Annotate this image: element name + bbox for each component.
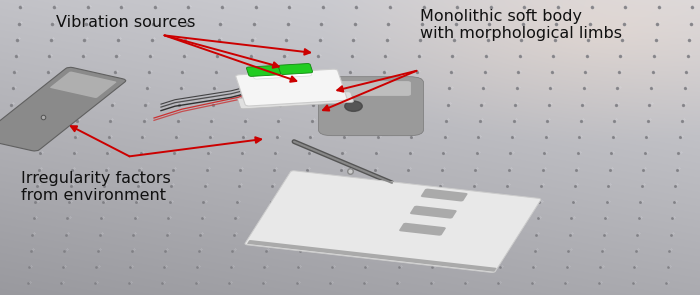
- FancyBboxPatch shape: [421, 189, 468, 201]
- FancyBboxPatch shape: [399, 223, 446, 236]
- FancyBboxPatch shape: [246, 65, 281, 76]
- FancyBboxPatch shape: [318, 77, 424, 136]
- Text: Monolithic soft body
with morphological limbs: Monolithic soft body with morphological …: [420, 9, 622, 41]
- FancyBboxPatch shape: [245, 171, 541, 273]
- FancyBboxPatch shape: [238, 92, 354, 109]
- FancyBboxPatch shape: [50, 72, 116, 98]
- FancyBboxPatch shape: [247, 240, 496, 272]
- FancyBboxPatch shape: [331, 81, 411, 96]
- FancyBboxPatch shape: [236, 69, 347, 106]
- Text: Vibration sources: Vibration sources: [56, 15, 195, 30]
- FancyBboxPatch shape: [279, 63, 313, 75]
- Text: Irregularity factors
from environment: Irregularity factors from environment: [21, 171, 171, 204]
- Ellipse shape: [344, 101, 363, 111]
- FancyBboxPatch shape: [251, 64, 312, 79]
- FancyBboxPatch shape: [0, 67, 126, 151]
- FancyBboxPatch shape: [410, 206, 457, 219]
